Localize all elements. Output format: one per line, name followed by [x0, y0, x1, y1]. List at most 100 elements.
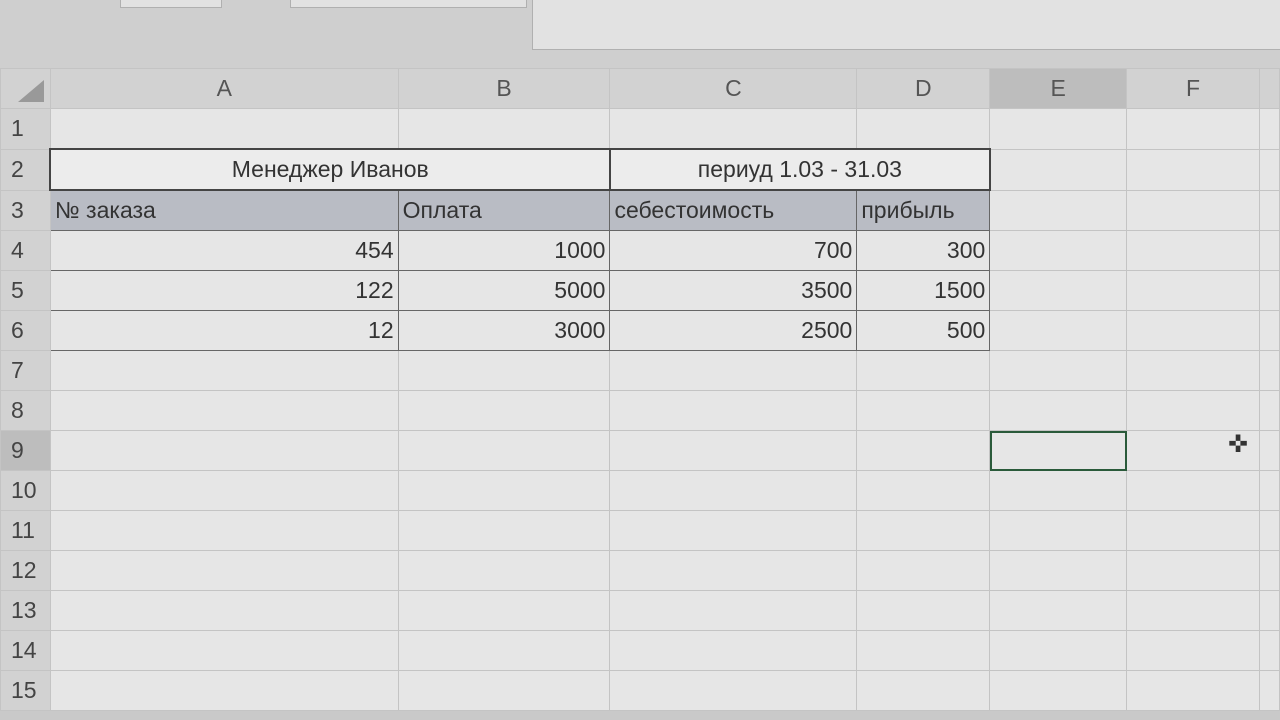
- cell-F8[interactable]: [1126, 390, 1260, 431]
- cell-B15[interactable]: [397, 670, 611, 711]
- toolbar-box[interactable]: [290, 0, 527, 8]
- cell-D15[interactable]: [856, 670, 991, 711]
- cell-E6[interactable]: [989, 310, 1128, 351]
- cell-B4[interactable]: 1000: [397, 230, 611, 271]
- cell-D14[interactable]: [856, 630, 991, 671]
- cell-C9[interactable]: [609, 430, 858, 471]
- cell-F3[interactable]: [1126, 189, 1260, 231]
- row-header[interactable]: 4: [0, 230, 51, 271]
- cell-A15[interactable]: [49, 670, 399, 711]
- cell-E15[interactable]: [989, 670, 1128, 711]
- cell-C3[interactable]: себестоимость: [609, 189, 858, 231]
- cell-C12[interactable]: [609, 550, 858, 591]
- cell-G2[interactable]: [1258, 148, 1280, 191]
- cell-E11[interactable]: [989, 510, 1128, 551]
- column-header-D[interactable]: D: [856, 68, 991, 109]
- column-header-G[interactable]: [1258, 68, 1280, 109]
- cell-C13[interactable]: [609, 590, 858, 631]
- cell-C1[interactable]: [609, 108, 858, 150]
- cell-F12[interactable]: [1126, 550, 1260, 591]
- cell-E13[interactable]: [989, 590, 1128, 631]
- cell-G4[interactable]: [1258, 230, 1280, 271]
- cell-D5[interactable]: 1500: [856, 270, 991, 311]
- formula-bar[interactable]: [532, 0, 1280, 50]
- cell-E8[interactable]: [989, 390, 1128, 431]
- cell-F6[interactable]: [1126, 310, 1260, 351]
- cell-A11[interactable]: [49, 510, 399, 551]
- cell-E14[interactable]: [989, 630, 1128, 671]
- cell-C7[interactable]: [609, 350, 858, 391]
- cell-D10[interactable]: [856, 470, 991, 511]
- cell-F5[interactable]: [1126, 270, 1260, 311]
- cell-E1[interactable]: [989, 108, 1128, 150]
- cell-C4[interactable]: 700: [609, 230, 858, 271]
- cell-E10[interactable]: [989, 470, 1128, 511]
- cell-B14[interactable]: [397, 630, 611, 671]
- cell-D13[interactable]: [856, 590, 991, 631]
- cell-E7[interactable]: [989, 350, 1128, 391]
- cell-D9[interactable]: [856, 430, 991, 471]
- cell-B7[interactable]: [397, 350, 611, 391]
- column-header-F[interactable]: F: [1126, 68, 1260, 109]
- cell-A5[interactable]: 122: [49, 270, 399, 311]
- row-header[interactable]: 12: [0, 550, 51, 591]
- cell-B10[interactable]: [397, 470, 611, 511]
- cell-G7[interactable]: [1258, 350, 1280, 391]
- cell-C8[interactable]: [609, 390, 858, 431]
- cell-B5[interactable]: 5000: [397, 270, 611, 311]
- column-header-B[interactable]: B: [397, 68, 611, 109]
- column-header-E[interactable]: E: [989, 68, 1128, 109]
- cell-C11[interactable]: [609, 510, 858, 551]
- row-header[interactable]: 2: [0, 148, 51, 191]
- cell-D8[interactable]: [856, 390, 991, 431]
- row-header[interactable]: 15: [0, 670, 51, 711]
- cell-A14[interactable]: [49, 630, 399, 671]
- cell-G15[interactable]: [1258, 670, 1280, 711]
- cell-A6[interactable]: 12: [49, 310, 399, 351]
- cell-C10[interactable]: [609, 470, 858, 511]
- row-header[interactable]: 13: [0, 590, 51, 631]
- cell-A3[interactable]: № заказа: [49, 189, 399, 231]
- row-header[interactable]: 1: [0, 108, 51, 150]
- cell-G12[interactable]: [1258, 550, 1280, 591]
- cell-A4[interactable]: 454: [49, 230, 399, 271]
- cell-F9[interactable]: [1126, 430, 1260, 471]
- cell-G5[interactable]: [1258, 270, 1280, 311]
- cell-C14[interactable]: [609, 630, 858, 671]
- cell-B12[interactable]: [397, 550, 611, 591]
- cell-F14[interactable]: [1126, 630, 1260, 671]
- cell-F1[interactable]: [1126, 108, 1260, 150]
- cell-D3[interactable]: прибыль: [856, 189, 991, 231]
- cell-G11[interactable]: [1258, 510, 1280, 551]
- cell-A1[interactable]: [49, 108, 399, 150]
- cell-E5[interactable]: [989, 270, 1128, 311]
- cell-A10[interactable]: [49, 470, 399, 511]
- cell-B8[interactable]: [397, 390, 611, 431]
- cell-D11[interactable]: [856, 510, 991, 551]
- cell-A8[interactable]: [49, 390, 399, 431]
- row-header[interactable]: 14: [0, 630, 51, 671]
- cell-G1[interactable]: [1258, 108, 1280, 150]
- row-header[interactable]: 8: [0, 390, 51, 431]
- row-header[interactable]: 9: [0, 430, 51, 471]
- cell-G14[interactable]: [1258, 630, 1280, 671]
- row-header[interactable]: 7: [0, 350, 51, 391]
- cell-A12[interactable]: [49, 550, 399, 591]
- cell-C6[interactable]: 2500: [609, 310, 858, 351]
- cell-F7[interactable]: [1126, 350, 1260, 391]
- name-box[interactable]: [120, 0, 222, 8]
- cell-D12[interactable]: [856, 550, 991, 591]
- cell-C5[interactable]: 3500: [609, 270, 858, 311]
- cell-A2[interactable]: Менеджер Иванов: [49, 148, 611, 191]
- cell-G10[interactable]: [1258, 470, 1280, 511]
- cell-E3[interactable]: [989, 189, 1128, 231]
- cell-B9[interactable]: [397, 430, 611, 471]
- cell-F4[interactable]: [1126, 230, 1260, 271]
- cell-F2[interactable]: [1126, 148, 1260, 191]
- row-header[interactable]: 3: [0, 189, 51, 231]
- cell-G6[interactable]: [1258, 310, 1280, 351]
- row-header[interactable]: 6: [0, 310, 51, 351]
- cell-B11[interactable]: [397, 510, 611, 551]
- cell-F15[interactable]: [1126, 670, 1260, 711]
- row-header[interactable]: 11: [0, 510, 51, 551]
